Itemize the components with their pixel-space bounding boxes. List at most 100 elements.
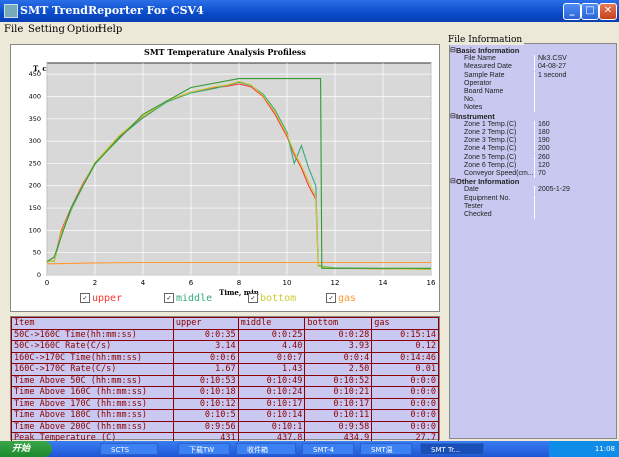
row-value-cell: 0:10:49 — [237, 374, 306, 387]
legend-middle[interactable]: ✓ middle — [164, 293, 212, 304]
table-row: 50C->160C Rate(C/s) 3.14 4.40 3.93 0.12 — [11, 340, 439, 353]
taskbar-button-1[interactable]: SCTS — [100, 443, 158, 455]
chart-panel: SMT Temperature Analysis Profiless 0 2 4 6 8… — [10, 44, 440, 312]
legend-gas[interactable]: ✓ gas — [326, 293, 356, 304]
close-button[interactable]: ✕ — [599, 3, 617, 20]
menu-setting[interactable]: Setting — [28, 24, 65, 35]
row-item-cell: 50C->160C Time(hh:mm:ss) — [11, 328, 174, 341]
title-bar: SMT TrendReporter For CSV4 _ □ ✕ — [0, 0, 619, 22]
header-bottom: bottom — [304, 317, 373, 330]
row-item-cell: Time Above 200C (hh:mm:ss) — [11, 420, 174, 433]
legend-label-bottom: bottom — [260, 293, 297, 304]
start-button[interactable]: 开始 — [0, 441, 52, 457]
row-value-cell: 0:0:25 — [237, 328, 306, 341]
x-tick-label: 4 — [141, 279, 146, 287]
info-key: Zone 3 Temp.(C) — [464, 137, 517, 145]
row-value-cell: 0:0:6 — [172, 351, 239, 364]
info-section[interactable]: Other Information ⊟ — [450, 178, 616, 186]
info-separator — [534, 137, 535, 146]
chart-legend: ✓ upper ✓ middle ✓ bottom ✓ gas — [10, 293, 438, 307]
info-value: 190 — [538, 137, 550, 145]
info-row: Notes — [450, 104, 616, 113]
maximize-button[interactable]: □ — [581, 3, 599, 20]
checkbox-upper[interactable]: ✓ — [80, 293, 90, 303]
legend-label-middle: middle — [176, 293, 213, 304]
menu-option[interactable]: Option — [67, 24, 102, 35]
taskbar-button-6[interactable]: SMT Tr... — [420, 443, 484, 455]
row-value-cell: 0:10:24 — [237, 386, 306, 399]
menu-file[interactable]: File — [4, 24, 24, 35]
minimize-button[interactable]: _ — [563, 3, 581, 20]
collapse-icon[interactable]: ⊟ — [450, 112, 456, 120]
collapse-icon[interactable]: ⊟ — [450, 178, 456, 186]
row-item-cell: 160C->170C Time(hh:mm:ss) — [11, 351, 174, 364]
row-value-cell: 0:10:53 — [172, 374, 239, 387]
info-separator — [534, 153, 535, 162]
taskbar-button-2[interactable]: 下载TW — [178, 443, 230, 455]
info-separator — [534, 63, 535, 72]
y-axis-label: T, c — [33, 64, 47, 73]
system-tray-clock: 11:08 — [549, 441, 619, 457]
taskbar-button-4[interactable]: SMT-4 — [302, 443, 354, 455]
table-row: Time Above 50C (hh:mm:ss) 0:10:53 0:10:49 0… — [11, 374, 439, 387]
checkbox-gas[interactable]: ✓ — [326, 293, 336, 303]
header-gas: gas — [371, 317, 439, 330]
info-value: 260 — [538, 153, 550, 161]
collapse-icon[interactable]: ⊟ — [450, 47, 456, 54]
taskbar: 开始 SCTS 下载TW 收件箱 SMT-4 SMT温 SMT Tr... 11… — [0, 441, 619, 457]
info-value: 1 second — [538, 71, 567, 79]
info-row: Board Name — [450, 88, 616, 96]
table-row: 160C->170C Rate(C/s) 1.67 1.43 2.50 0.01 — [11, 363, 439, 376]
x-axis-label: Time, min — [219, 288, 259, 297]
app-icon — [4, 4, 18, 18]
info-separator — [534, 96, 535, 105]
info-value: Nk3.CSV — [538, 55, 567, 63]
info-key: Conveyor Speed(cm... — [464, 170, 534, 177]
y-tick-label: 450 — [29, 70, 41, 78]
info-row: Zone 1 Temp.(C) 160 — [450, 120, 616, 129]
info-row: Conveyor Speed(cm... 70 — [450, 170, 616, 178]
legend-bottom[interactable]: ✓ bottom — [248, 293, 296, 304]
menu-help[interactable]: Help — [98, 24, 123, 35]
checkbox-middle[interactable]: ✓ — [164, 293, 174, 303]
info-value: 180 — [538, 129, 550, 136]
x-tick-label: 12 — [331, 279, 340, 287]
taskbar-button-3[interactable]: 收件箱 — [236, 443, 296, 455]
row-value-cell: 0:0:4 — [304, 351, 373, 364]
info-row: Sample Rate 1 second — [450, 71, 616, 80]
row-value-cell: 0.01 — [371, 363, 439, 376]
info-separator — [534, 170, 535, 178]
y-tick-label: 0 — [37, 271, 41, 279]
info-key: Zone 5 Temp.(C) — [464, 153, 517, 161]
row-value-cell: 0:15:14 — [371, 328, 439, 341]
row-value-cell: 0:0:28 — [304, 328, 373, 341]
info-section[interactable]: Basic Information ⊟ — [450, 47, 616, 55]
table-row: 160C->170C Time(hh:mm:ss) 0:0:6 0:0:7 0:0:4… — [11, 351, 439, 364]
info-separator — [534, 55, 535, 64]
info-section-title: Basic Information — [456, 46, 520, 55]
checkbox-bottom[interactable]: ✓ — [248, 293, 258, 303]
row-value-cell: 0:10:1 — [237, 420, 306, 433]
info-value: 70 — [538, 170, 546, 177]
info-row: Operator — [450, 79, 616, 88]
info-section[interactable]: Instrument ⊟ — [450, 112, 616, 121]
info-separator — [534, 104, 535, 113]
row-value-cell: 0:10:5 — [172, 409, 239, 422]
temperature-chart: 0 2 4 6 8 10 12 14 16 0 50 100 150 200 250 300 350 400 450… — [29, 62, 436, 297]
row-value-cell: 0:0:7 — [237, 351, 306, 364]
info-row: Equipment No. — [450, 194, 616, 203]
info-row: Date 2005-1-29 — [450, 186, 616, 195]
info-separator — [534, 211, 535, 219]
y-tick-label: 50 — [33, 249, 41, 257]
x-tick-label: 2 — [93, 279, 97, 287]
row-value-cell: 0:0:0 — [371, 374, 439, 387]
analysis-table: Item upper middle bottom gas 50C->160C T… — [10, 316, 440, 445]
row-item-cell: 160C->170C Rate(C/s) — [11, 363, 174, 376]
row-item-cell: Time Above 160C (hh:mm:ss) — [11, 386, 174, 399]
legend-upper[interactable]: ✓ upper — [80, 293, 122, 304]
menu-bar: File Setting Option Help — [0, 22, 619, 38]
row-item-cell: 50C->160C Rate(C/s) — [11, 340, 174, 353]
info-separator — [534, 186, 535, 195]
taskbar-button-5[interactable]: SMT温 — [360, 443, 412, 455]
info-row: File Name Nk3.CSV — [450, 55, 616, 64]
